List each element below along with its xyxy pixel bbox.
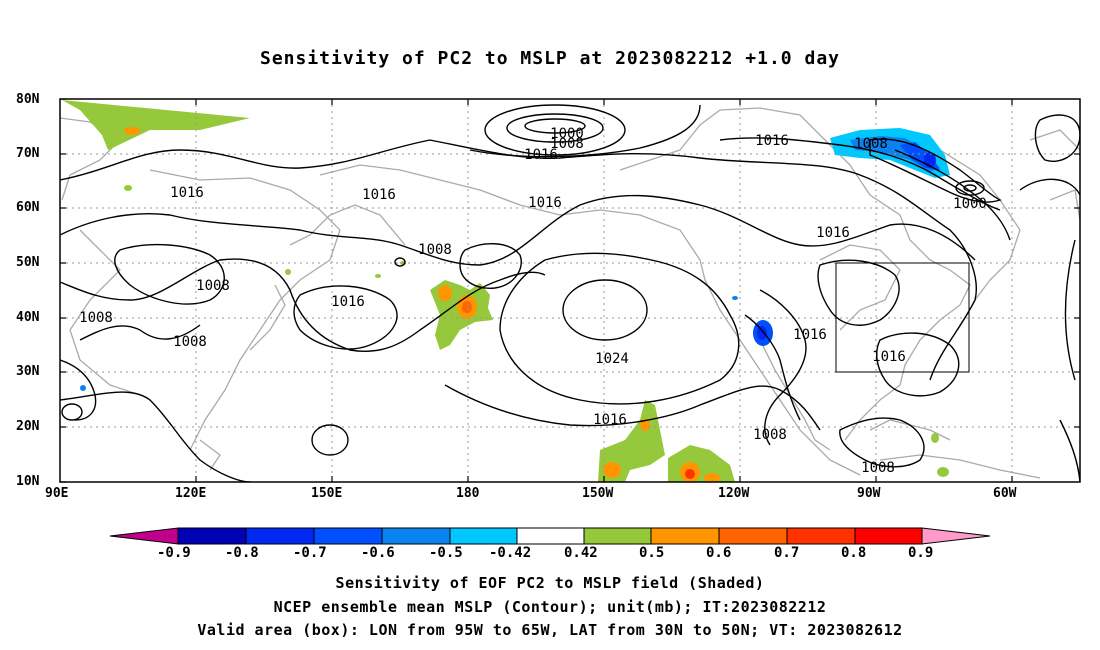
colorbar-segment xyxy=(516,527,585,545)
contour-label: 1016 xyxy=(524,147,558,163)
lon-label: 60W xyxy=(993,486,1017,501)
contour-label: 1008 xyxy=(753,427,787,443)
colorbar-segment xyxy=(583,527,652,545)
colorbar xyxy=(109,527,991,545)
colorbar-segment xyxy=(718,527,788,545)
lon-label: 90W xyxy=(857,486,881,501)
colorbar-label: 0.42 xyxy=(564,545,598,561)
caption-line: NCEP ensemble mean MSLP (Contour); unit(… xyxy=(273,598,827,616)
colorbar-segment xyxy=(854,527,923,545)
colorbar-segment xyxy=(245,527,315,545)
colorbar-upper-triangle xyxy=(921,527,991,545)
contour-label: 1016 xyxy=(793,327,827,343)
colorbar-label: -0.6 xyxy=(361,545,395,561)
lat-label: 40N xyxy=(16,310,40,325)
lon-label: 90E xyxy=(45,486,69,501)
contour-label: 1016 xyxy=(816,225,850,241)
contour-label: 1016 xyxy=(593,412,627,428)
mslp-contours xyxy=(60,104,1080,482)
map-frame xyxy=(59,98,1081,483)
contour-label: 1024 xyxy=(595,351,629,367)
colorbar-label: -0.9 xyxy=(157,545,191,561)
colorbar-label: 0.5 xyxy=(639,545,665,561)
contour-label: 1008 xyxy=(861,460,895,476)
contour-label: 1000 xyxy=(953,196,987,212)
contour-label: 1008 xyxy=(196,278,230,294)
lon-label: 120E xyxy=(175,486,207,501)
contour-label: 1008 xyxy=(550,136,584,152)
axis-ticks xyxy=(60,98,1080,483)
colorbar-label: -0.7 xyxy=(293,545,327,561)
lon-label: 150E xyxy=(311,486,343,501)
contour-label: 1000 xyxy=(550,126,584,142)
contour-label: 1008 xyxy=(418,242,452,258)
chart-title: Sensitivity of PC2 to MSLP at 2023082212… xyxy=(259,48,840,69)
contour-label: 1016 xyxy=(528,195,562,211)
contour-label: 1008 xyxy=(79,310,113,326)
caption-line: Valid area (box): LON from 95W to 65W, L… xyxy=(197,621,903,639)
colorbar-segment xyxy=(177,527,247,545)
valid-area-box xyxy=(835,262,970,373)
contour-label: 1016 xyxy=(170,185,204,201)
contour-label: 1016 xyxy=(755,133,789,149)
colorbar-label: -0.42 xyxy=(489,545,532,561)
colorbar-lower-triangle xyxy=(109,527,179,545)
lat-label: 10N xyxy=(16,474,40,489)
colorbar-label: 0.8 xyxy=(841,545,867,561)
colorbar-segment xyxy=(650,527,720,545)
colorbar-segment xyxy=(381,527,451,545)
colorbar-segment xyxy=(786,527,856,545)
colorbar-label: -0.8 xyxy=(225,545,259,561)
colorbar-segment xyxy=(449,527,518,545)
lon-label: 150W xyxy=(582,486,614,501)
colorbar-label: 0.6 xyxy=(706,545,732,561)
lat-label: 20N xyxy=(16,419,40,434)
lat-label: 50N xyxy=(16,255,40,270)
contour-label: 1016 xyxy=(872,349,906,365)
lat-label: 60N xyxy=(16,200,40,215)
contour-label: 1008 xyxy=(854,136,888,152)
colorbar-label: -0.5 xyxy=(429,545,463,561)
contour-label: 1016 xyxy=(331,294,365,310)
lat-label: 30N xyxy=(16,364,40,379)
colorbar-label: 0.7 xyxy=(774,545,800,561)
contour-labels: 1000 1008 1016 1016 1016 1016 1016 1016 … xyxy=(79,126,987,476)
caption-line: Sensitivity of EOF PC2 to MSLP field (Sh… xyxy=(335,574,765,592)
sensitivity-shading xyxy=(62,100,950,482)
lon-label: 180 xyxy=(456,486,480,501)
contour-label: 1016 xyxy=(362,187,396,203)
colorbar-label: 0.9 xyxy=(908,545,934,561)
contour-label: 1008 xyxy=(173,334,207,350)
lon-label: 120W xyxy=(718,486,750,501)
lat-label: 70N xyxy=(16,146,40,161)
lat-label: 80N xyxy=(16,92,40,107)
colorbar-segment xyxy=(313,527,383,545)
